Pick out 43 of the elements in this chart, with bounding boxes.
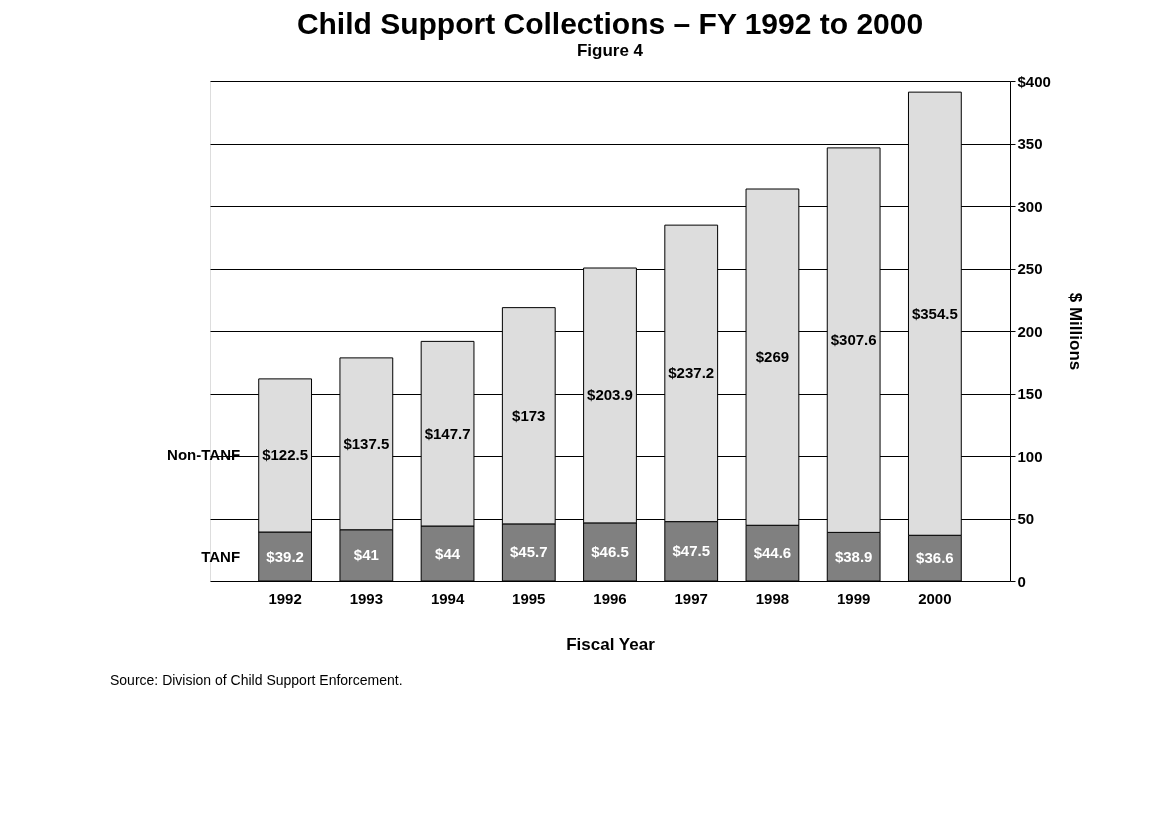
y-axis-title: $ Millions (1065, 292, 1085, 371)
series-label: TANF (201, 547, 241, 565)
x-tick-label: 1998 (755, 589, 790, 607)
data-label: $354.5 (911, 304, 958, 322)
caption: Figure 4 (576, 41, 644, 60)
data-label: $122.5 (262, 446, 309, 464)
x-tick-label: 1994 (430, 589, 465, 607)
data-label: $46.5 (591, 542, 629, 560)
y-tick-label: 150 (1017, 385, 1043, 402)
data-label: $237.2 (668, 364, 715, 382)
y-tick-label: 100 (1017, 447, 1043, 465)
data-label: $41 (353, 546, 379, 564)
x-tick-label: 1997 (674, 589, 708, 607)
y-tick-label: 350 (1017, 135, 1043, 152)
y-tick-label: 250 (1017, 260, 1043, 277)
x-tick-label: 1995 (512, 589, 546, 607)
y-tick-label: $400 (1017, 72, 1051, 90)
source-note: Source: Division of Child Support Enforcement. (110, 672, 403, 688)
y-tick-label: 200 (1017, 322, 1043, 340)
data-label: $44.6 (753, 544, 792, 562)
data-label: $269 (755, 348, 790, 366)
data-label: $44 (435, 544, 461, 562)
x-tick-label: 1992 (268, 589, 302, 607)
series-label: Non-TANF (167, 446, 241, 464)
data-label: $147.7 (424, 424, 471, 442)
x-tick-label: 1996 (593, 589, 627, 607)
x-tick-label: 2000 (918, 589, 952, 607)
data-label: $38.9 (834, 547, 873, 565)
chart-title: Child Support Collections – FY 1992 to 2000 (296, 7, 924, 40)
x-tick-label: 1993 (349, 589, 384, 607)
data-label: $47.5 (672, 542, 710, 560)
data-label: $203.9 (587, 386, 633, 404)
data-label: $39.2 (266, 547, 304, 565)
x-tick-label: 1999 (836, 589, 871, 607)
data-label: $307.6 (830, 331, 877, 349)
y-tick-label: 50 (1017, 510, 1035, 527)
y-tick-label: 0 (1017, 572, 1026, 590)
data-label: $36.6 (916, 549, 954, 567)
data-label: $45.7 (510, 543, 548, 561)
data-label: $137.5 (343, 434, 390, 452)
y-tick-label: 300 (1017, 197, 1043, 215)
x-axis-title: Fiscal Year (566, 634, 656, 654)
data-label: $173 (512, 406, 546, 424)
